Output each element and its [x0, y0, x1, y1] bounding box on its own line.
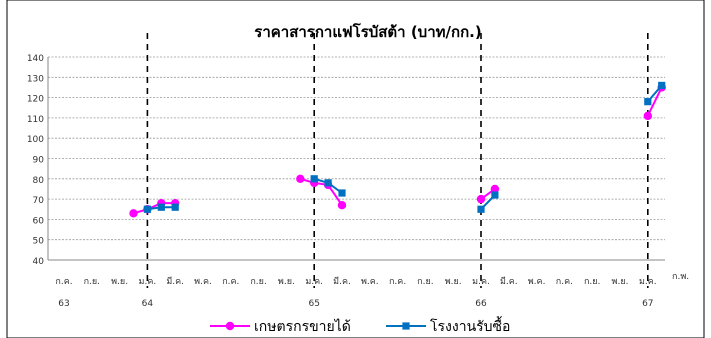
data-point [337, 200, 347, 210]
x-tick-label: มี.ค. [500, 276, 518, 287]
data-point [129, 209, 138, 218]
chart-title: ราคาสารกาแฟโรบัสต้า (บาท/กก.) [254, 22, 481, 41]
legend: เกษตรกรขายได้ โรงงานรับซื้อ [210, 316, 510, 335]
year-label: 65 [308, 299, 319, 309]
year-label: 63 [58, 299, 69, 309]
data-point [643, 111, 652, 121]
x-tick-label: ม.ค. [305, 277, 323, 287]
x-tick-label: มี.ค. [166, 276, 184, 287]
x-tick-label: ก.ย. [417, 277, 433, 287]
series-line [300, 177, 343, 206]
series-1 [129, 83, 666, 218]
series-2 [143, 81, 666, 213]
data-point [658, 81, 666, 90]
chart-border [6, 0, 705, 338]
legend-label: เกษตรกรขายได้ [254, 318, 351, 335]
data-point [324, 179, 332, 187]
year-label: 66 [475, 299, 487, 309]
x-tick-label: พ.ค. [194, 277, 212, 287]
x-tick-label: ก.ย. [584, 277, 600, 287]
x-tick-label: ม.ค. [472, 277, 490, 287]
x-tick-label: พ.ค. [528, 277, 546, 287]
legend-marker [225, 321, 235, 331]
year-label: 67 [642, 299, 653, 309]
data-point [157, 203, 165, 211]
data-point [143, 205, 151, 213]
x-tick-label: มี.ค. [333, 276, 351, 287]
legend-label: โรงงานรับซื้อ [430, 316, 510, 335]
x-tick-label: พ.ย. [612, 277, 629, 287]
data-point [296, 174, 305, 183]
gridlines [48, 56, 665, 241]
y-tick-label: 120 [27, 95, 44, 105]
year-dividers [146, 33, 649, 288]
x-tick-label: พ.ย. [278, 277, 295, 287]
y-tick-label: 80 [33, 176, 45, 186]
x-tick-label: ก.พ. [672, 272, 689, 282]
x-tick-label: พ.ย. [445, 277, 462, 287]
x-tick-label: ก.ค. [55, 277, 72, 287]
series-line [646, 87, 663, 117]
x-tick-label: ม.ค. [139, 277, 157, 287]
y-tick-label: 100 [27, 135, 44, 145]
y-tick-label: 50 [33, 237, 45, 247]
data-point [310, 175, 318, 183]
y-tick-label: 60 [33, 216, 45, 226]
x-tick-label: ก.ย. [250, 277, 266, 287]
x-axis: ก.ค. ก.ย. พ.ย. ม.ค. มี.ค. พ.ค. ก.ค. ก.ย. พ.ย. ม.ค… [55, 272, 689, 309]
x-tick-label: ก.ย. [84, 277, 100, 287]
x-tick-label: พ.ย. [111, 277, 128, 287]
data-point [477, 205, 485, 213]
y-tick-label: 130 [27, 74, 44, 84]
y-tick-label: 70 [33, 196, 45, 206]
series-line [133, 202, 176, 215]
y-tick-label: 140 [27, 54, 44, 64]
y-tick-label: 110 [27, 115, 44, 125]
data-point [491, 191, 499, 199]
data-point [171, 203, 179, 211]
year-label: 64 [142, 299, 154, 309]
y-tick-label: 40 [33, 257, 45, 267]
x-tick-label: พ.ค. [361, 277, 379, 287]
legend-marker [402, 322, 410, 330]
data-point [476, 194, 486, 204]
x-tick-label: ก.ค. [389, 277, 406, 287]
series-layer [129, 81, 666, 218]
x-tick-label: ม.ค. [639, 277, 657, 287]
data-point [490, 184, 500, 194]
data-point [644, 98, 652, 106]
data-point [338, 189, 346, 197]
y-axis: 40 50 60 70 80 90 100 110 120 130 140 [27, 54, 665, 267]
x-tick-label: ก.ค. [556, 277, 573, 287]
x-tick-label: ก.ค. [222, 277, 239, 287]
y-tick-label: 90 [33, 156, 45, 166]
